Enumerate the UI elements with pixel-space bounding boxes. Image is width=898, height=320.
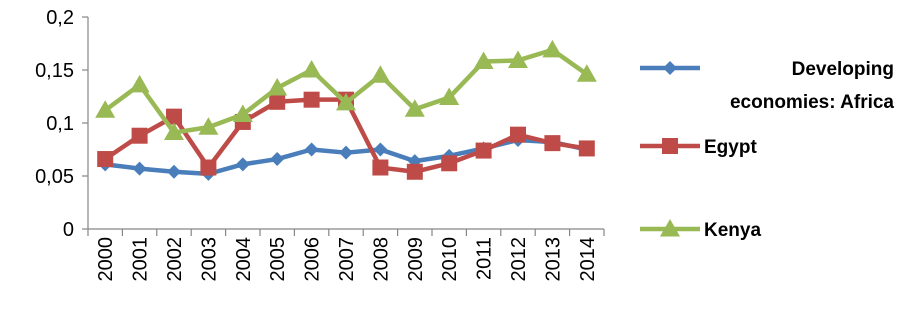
data-point-egypt: [441, 155, 458, 172]
data-point-egypt: [166, 108, 182, 125]
data-point-africa: [132, 161, 147, 176]
data-point-kenya: [404, 99, 425, 117]
x-tick-label: 2013: [542, 237, 564, 282]
data-point-africa: [270, 152, 285, 167]
data-point-egypt: [510, 126, 526, 143]
data-point-kenya: [301, 60, 322, 78]
data-point-egypt: [269, 93, 286, 110]
data-point-africa: [167, 164, 181, 179]
axes: 0 0,05 0,1 0,15 0,2 2000 2001 2002 2003 2004 2005 2…: [35, 7, 605, 282]
x-tick-label: 2014: [577, 237, 599, 282]
data-point-egypt: [372, 159, 389, 176]
x-tick-label: 2005: [267, 237, 289, 282]
legend-item-egypt: Egypt: [640, 137, 757, 158]
x-tick-label: 2012: [508, 237, 530, 282]
data-point-kenya: [473, 51, 494, 70]
x-tick-label: 2006: [302, 237, 324, 282]
data-point-egypt: [131, 127, 148, 144]
data-point-kenya: [508, 50, 528, 68]
x-tick-label: 2009: [405, 237, 427, 282]
y-tick-label: 0,2: [46, 7, 74, 29]
data-point-egypt: [97, 151, 114, 168]
x-tick-label: 2008: [370, 237, 392, 282]
data-point-kenya: [267, 78, 288, 96]
x-tick-label: 2003: [198, 237, 220, 282]
data-point-kenya: [576, 64, 597, 82]
legend-label-kenya: Kenya: [704, 220, 761, 241]
data-point-kenya: [336, 92, 356, 111]
y-tick-label: 0,1: [46, 113, 74, 135]
legend-marker-egypt: [662, 138, 678, 154]
data-point-egypt: [544, 135, 561, 152]
legend: Developing economies: Africa Egypt Kenya: [640, 59, 894, 241]
legend-label-egypt: Egypt: [704, 137, 757, 158]
data-point-africa: [373, 142, 388, 157]
data-point-kenya: [439, 87, 460, 106]
x-tick-label: 2004: [233, 237, 255, 282]
legend-marker-africa: [663, 61, 677, 75]
data-point-africa: [235, 157, 250, 172]
data-point-africa: [304, 142, 319, 157]
data-point-egypt: [578, 140, 595, 157]
data-point-africa: [339, 145, 353, 160]
x-tick-label: 2010: [439, 237, 461, 282]
data-point-egypt: [200, 159, 217, 176]
legend-item-kenya: Kenya: [640, 219, 761, 241]
legend-label-africa: economies: Africa: [730, 92, 894, 113]
series-kenya: [95, 39, 597, 141]
data-point-egypt: [475, 142, 492, 159]
series-layer: [95, 39, 597, 181]
y-tick-label: 0,15: [35, 60, 74, 82]
data-point-egypt: [406, 163, 423, 180]
x-tick-label: 2002: [164, 237, 186, 282]
data-point-kenya: [95, 100, 116, 118]
x-tick-label: 2007: [336, 237, 358, 282]
legend-label-africa: Developing: [792, 59, 894, 80]
data-point-kenya: [198, 117, 219, 135]
y-tick-label: 0,05: [35, 166, 74, 188]
x-tick-label: 2011: [474, 237, 496, 280]
legend-marker-kenya: [660, 219, 680, 237]
data-point-kenya: [164, 122, 184, 141]
legend-item-africa: Developing economies: Africa: [640, 59, 894, 113]
data-point-kenya: [542, 39, 563, 58]
x-tick-label: 2000: [95, 237, 117, 282]
data-point-kenya: [129, 74, 150, 93]
data-point-egypt: [303, 91, 320, 108]
x-tick-label: 2001: [130, 237, 152, 282]
y-tick-label: 0: [63, 219, 74, 241]
data-point-kenya: [232, 104, 253, 123]
data-point-kenya: [370, 65, 391, 83]
